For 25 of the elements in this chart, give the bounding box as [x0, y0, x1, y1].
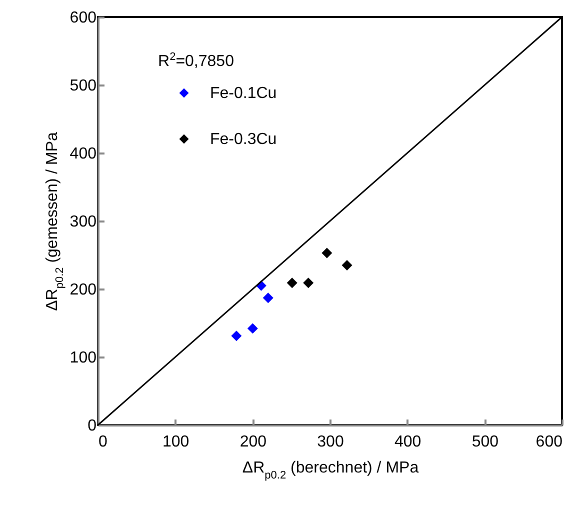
y-tick-label: 400	[70, 146, 97, 162]
x-tick-label: 300	[317, 434, 344, 450]
point	[303, 278, 314, 288]
y-tick-label: 0	[88, 418, 97, 434]
y-tick-label: 100	[70, 350, 97, 366]
y-tick-label: 600	[70, 10, 97, 26]
point	[262, 292, 274, 304]
point	[342, 260, 352, 270]
x-tick-label: 500	[472, 434, 499, 450]
point	[286, 278, 298, 288]
y-tick-label: 200	[70, 282, 97, 298]
y-tick-label: 300	[70, 214, 97, 230]
point	[247, 323, 258, 334]
x-axis-title: ΔR$_{p0.2}$ (berechnet) / MPa	[242, 460, 419, 482]
legend-label: Fe-0.1Cu	[210, 85, 277, 102]
x-tick-label: 0	[98, 434, 108, 450]
legend-label: Fe-0.3Cu	[210, 131, 277, 148]
x-tick-label: 200	[240, 434, 267, 450]
x-tick-label: 600	[536, 434, 563, 450]
x-tick-label: 400	[394, 434, 422, 450]
x-tick-label: 100	[162, 434, 190, 450]
point	[231, 330, 242, 342]
point	[322, 248, 332, 258]
y-tick-label: 500	[70, 78, 97, 94]
annotation: R$^{2}$=0,7850	[158, 51, 234, 70]
